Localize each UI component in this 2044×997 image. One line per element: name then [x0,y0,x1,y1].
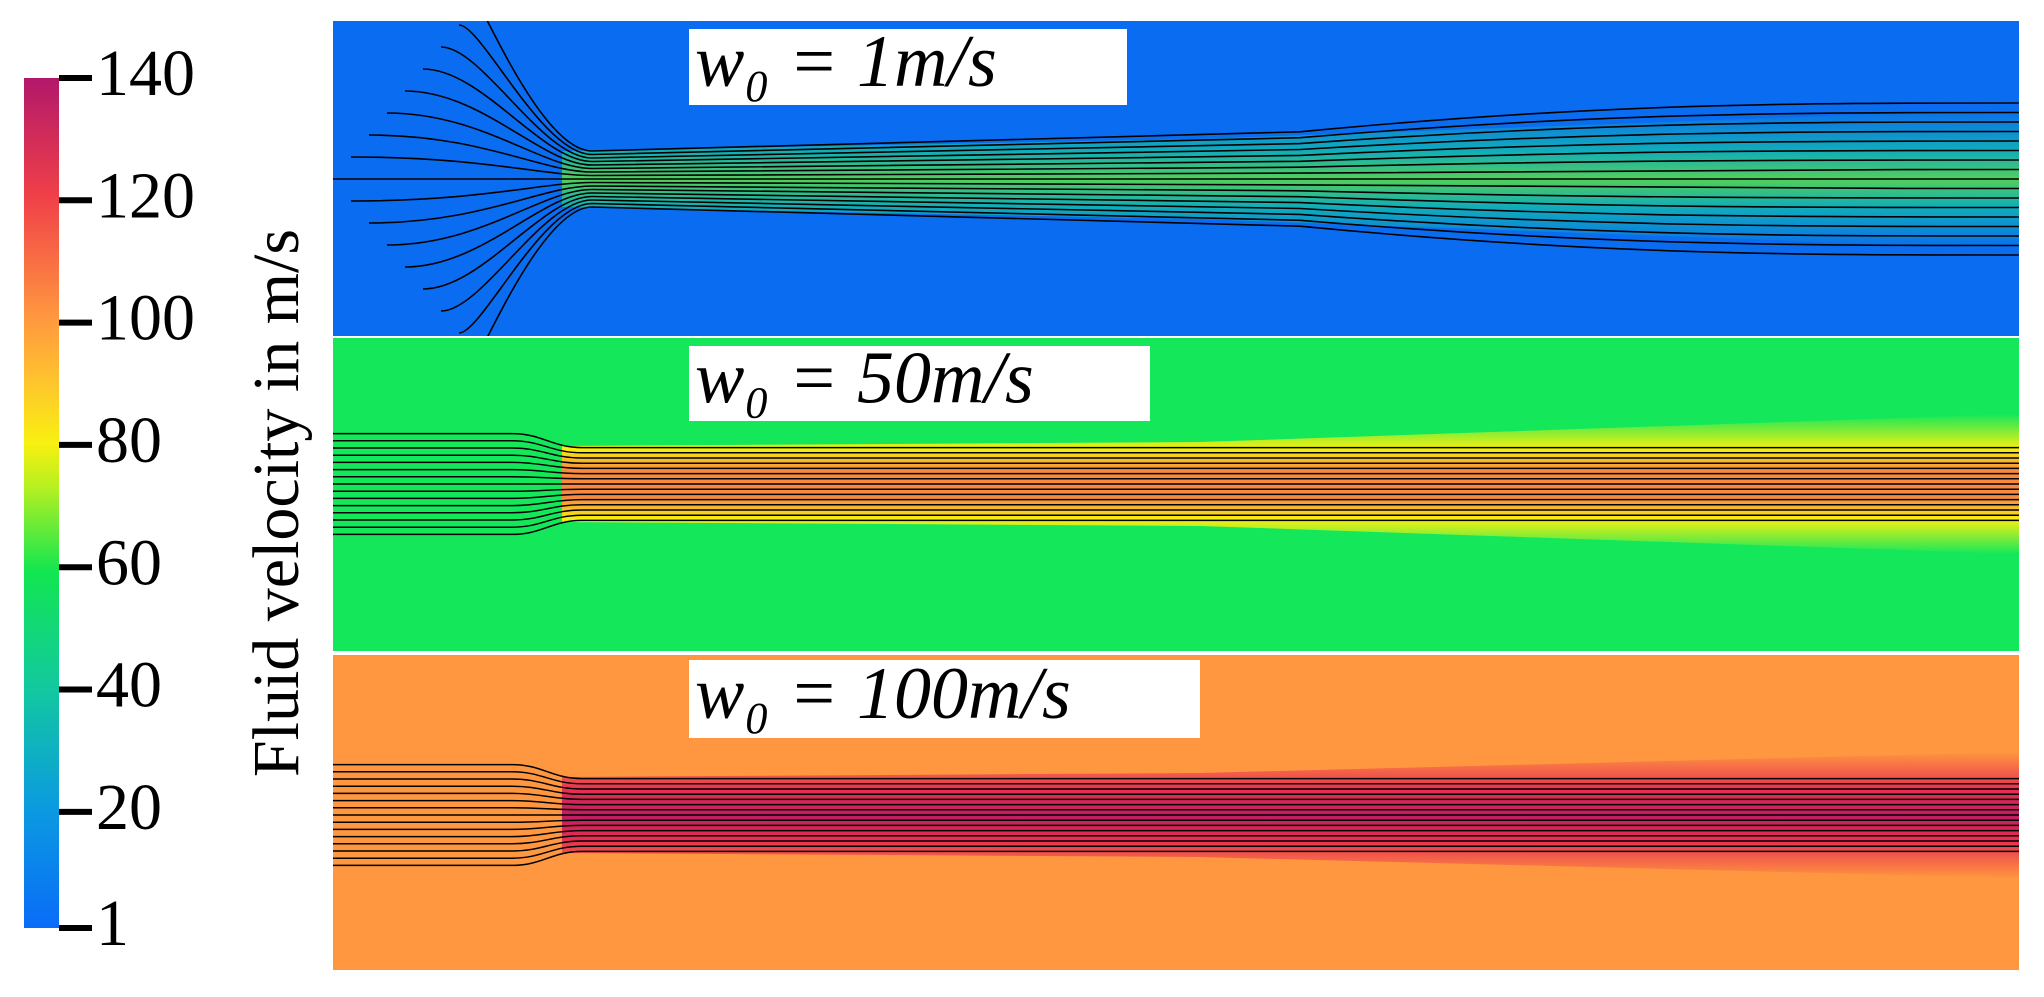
colorbar-label: Fluid velocity in m/s [240,229,313,777]
streamline [333,763,2019,780]
streamline [440,46,2019,159]
panel-label: w₀ = 50m/s [695,337,1034,419]
panel-label: w₀ = 1m/s [695,21,997,103]
streamline [440,199,2019,312]
streamline [404,90,2019,166]
streamline [404,192,2019,268]
colorbar-tick-label: 20 [96,771,162,844]
streamline [333,778,2019,790]
colorbar-tick-label: 120 [96,159,195,232]
colorbar-tick-label: 40 [96,649,162,722]
streamline [487,206,2019,336]
streamline [333,840,2019,852]
streamline [333,440,2019,454]
streamline [333,807,2019,811]
streamline [333,835,2019,845]
streamline [333,819,2019,823]
streamline [333,509,2019,521]
streamline [333,476,2019,480]
streamline [333,504,2019,514]
streamline [333,845,2019,859]
streamline [350,181,2019,202]
panel [333,21,2019,336]
streamline [458,24,2019,156]
colorbar-tick-label: 60 [96,526,162,599]
streamline [333,785,2019,795]
colorbar-tick-label: 100 [96,282,195,355]
colorbar-tick-label: 80 [96,404,162,477]
colorbar-tick-label: 1 [96,887,129,960]
label-box [689,346,1150,421]
streamline [333,792,2019,801]
label-box [689,660,1200,738]
streamline [422,68,2019,163]
streamline [333,498,2019,507]
streamline [333,824,2019,831]
streamline [386,188,2019,246]
streamline [368,134,2019,173]
streamline [333,488,2019,492]
panel-label: w₀ = 100m/s [695,653,1071,735]
streamline [350,156,2019,177]
streamline [333,850,2019,867]
streamline [333,461,2019,470]
streamline [333,829,2019,838]
streamline [333,799,2019,806]
streamline [386,112,2019,170]
streamline [368,185,2019,224]
streamline [486,21,2019,152]
colorbar-tick-label: 140 [96,37,195,110]
streamline [333,519,2019,536]
streamline [422,195,2019,290]
streamline [333,493,2019,500]
streamline [458,202,2019,334]
streamline [333,454,2019,464]
colorbar [24,78,59,928]
panel [333,338,2019,651]
label-box [689,29,1127,105]
streamline [333,771,2019,785]
streamline [333,514,2019,528]
streamline [333,468,2019,475]
streamline [333,447,2019,459]
streamline [333,432,2019,449]
